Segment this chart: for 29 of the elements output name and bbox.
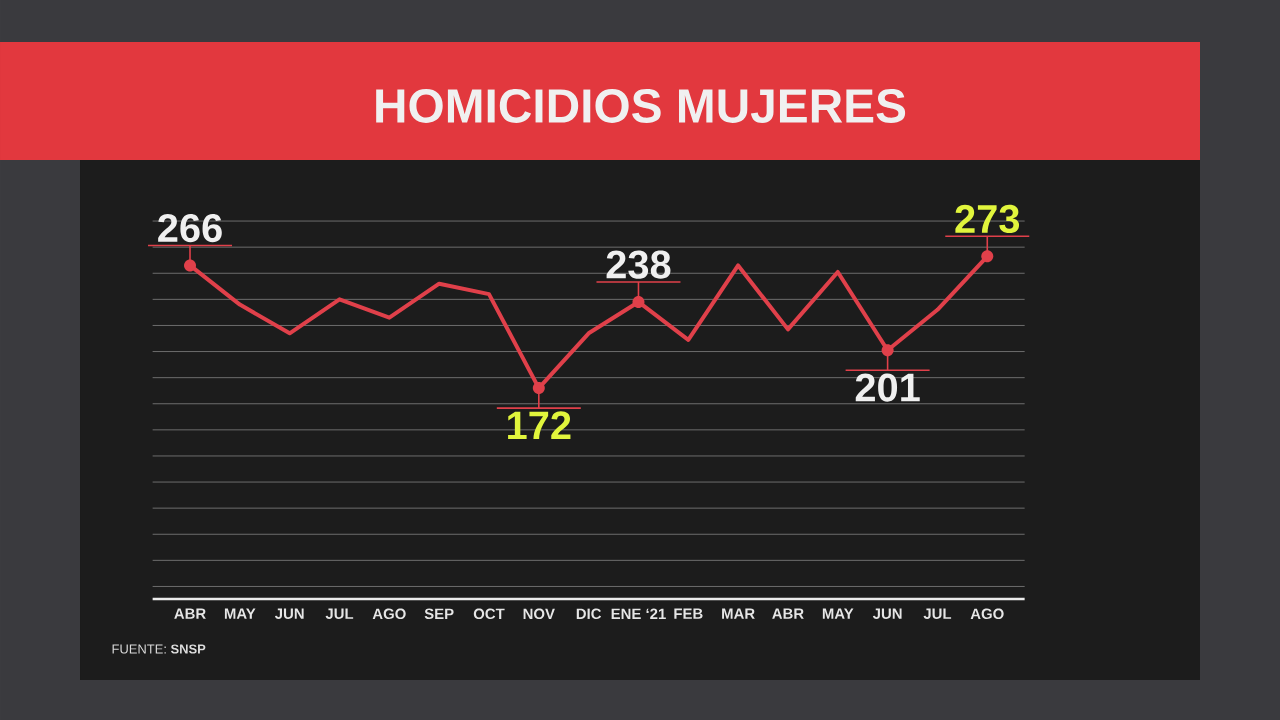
x-tick-label: JUN [872,608,902,619]
point [184,259,197,272]
x-tick-label: AGO [372,608,406,620]
x-tick-label: OCT [473,608,505,620]
x-tick-label: MAR [722,608,755,619]
x-tick-label: JUL [923,608,952,619]
x-tick-label: JUL [325,608,354,619]
x-tick-label: DIC [576,608,602,620]
data-label: 238 [606,250,671,279]
data-label: 273 [955,204,1020,234]
chart-title: HOMICIDIOS MUJERES [376,89,906,123]
x-tick-label: ABR [174,608,206,619]
point [981,250,994,263]
x-tick-label: ABR [772,608,804,619]
x-tick-label: AGO [970,608,1004,620]
x-tick-label: ENE ‘21 [611,608,666,619]
source-note: FUENTE: SNSP [112,644,206,654]
x-tick-label: FEB [674,608,703,619]
x-tick-label: JUN [274,608,304,619]
x-tick-label: NOV [523,608,555,620]
data-label: 172 [508,411,571,440]
data-label: 201 [855,373,920,402]
point [632,295,645,308]
point [532,382,545,395]
x-tick-label: SEP [424,608,454,620]
data-label: 266 [158,214,222,243]
x-tick-label: MAY [822,608,854,619]
point [881,344,894,357]
x-tick-label: MAY [224,608,256,619]
